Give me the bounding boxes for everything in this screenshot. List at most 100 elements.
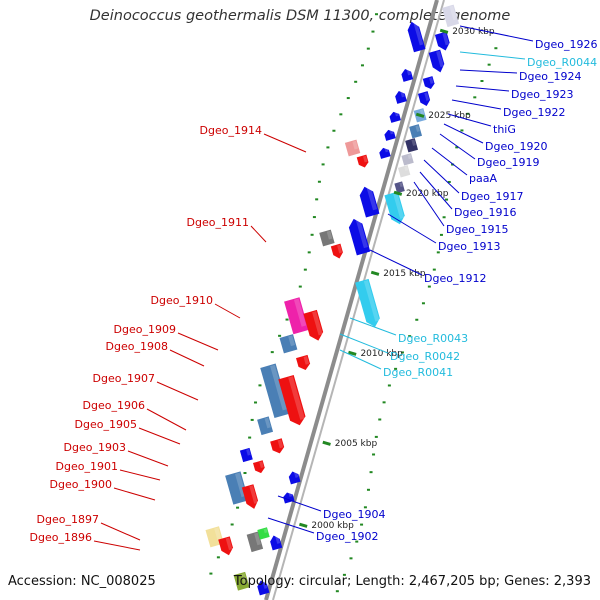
gc-dot-right bbox=[442, 216, 446, 219]
gene-label-right[interactable]: Dgeo_1919 bbox=[477, 156, 539, 169]
label-connector bbox=[459, 25, 534, 42]
gene-paaa[interactable] bbox=[397, 165, 411, 178]
gene-dgeo-1905[interactable] bbox=[257, 416, 274, 436]
gene-dgeo-1907[interactable] bbox=[260, 363, 290, 418]
gene-label-right[interactable]: Dgeo_R0043 bbox=[398, 332, 468, 345]
gc-dot-left bbox=[312, 216, 316, 219]
gene-l-8[interactable] bbox=[256, 579, 270, 596]
gene-dgeo-1926[interactable] bbox=[434, 31, 451, 53]
gene-label-right[interactable]: Dgeo_1923 bbox=[511, 88, 573, 101]
gene-l-9[interactable] bbox=[246, 531, 264, 553]
label-connector bbox=[113, 487, 156, 501]
gc-dot-right bbox=[427, 285, 431, 288]
gene-dgeo-1906[interactable] bbox=[278, 374, 307, 427]
gene-label-right[interactable]: Dgeo_1917 bbox=[461, 190, 523, 203]
gc-dot-right bbox=[349, 557, 353, 560]
gene-label-left[interactable]: Dgeo_1910 bbox=[151, 294, 213, 307]
gene-dgeo-1896[interactable] bbox=[218, 536, 234, 557]
gene-dgeo-1910b[interactable] bbox=[303, 309, 325, 343]
gene-dgeo-1916[interactable] bbox=[358, 185, 380, 218]
gene-thig[interactable] bbox=[409, 124, 423, 139]
gene-label-right[interactable]: thiG bbox=[493, 123, 516, 136]
gc-dot-left bbox=[374, 13, 378, 16]
gene-l-11[interactable] bbox=[233, 571, 250, 591]
gc-dot-right bbox=[436, 251, 440, 254]
gene-dgeo-1912[interactable] bbox=[347, 217, 371, 256]
gene-l-1[interactable] bbox=[406, 20, 426, 53]
gene-dgeo-1909[interactable] bbox=[279, 334, 298, 354]
gene-dgeo-r0043[interactable] bbox=[355, 278, 382, 329]
tick-mark bbox=[439, 28, 449, 34]
gene-dgeo-1904[interactable] bbox=[288, 470, 301, 485]
gene-l-7[interactable] bbox=[269, 534, 283, 551]
gene-dgeo-1924[interactable] bbox=[422, 76, 436, 90]
gene-l-10[interactable] bbox=[257, 527, 270, 540]
gene-dgeo-1910[interactable] bbox=[284, 297, 309, 335]
gc-dot-right bbox=[445, 198, 449, 201]
gene-dgeo-1914b[interactable] bbox=[356, 154, 370, 169]
gene-dgeo-1901b[interactable] bbox=[252, 460, 266, 474]
gene-dgeo-1911b[interactable] bbox=[330, 243, 344, 260]
topology-text: Topology: circular; Length: 2,467,205 bp… bbox=[233, 574, 591, 589]
gene-label-right[interactable]: Dgeo_1922 bbox=[503, 106, 565, 119]
gene-dgeo-1903[interactable] bbox=[270, 438, 285, 455]
gene-label-right[interactable]: Dgeo_R0044 bbox=[527, 56, 597, 69]
gene-dgeo-r0044[interactable] bbox=[428, 49, 447, 74]
gene-dgeo-1900b[interactable] bbox=[241, 484, 260, 510]
gene-label-left[interactable]: Dgeo_1903 bbox=[64, 441, 126, 454]
gene-dgeo-1920[interactable] bbox=[405, 138, 419, 153]
gene-l-4[interactable] bbox=[389, 111, 401, 123]
gc-dot-left bbox=[346, 97, 350, 100]
gene-label-left[interactable]: Dgeo_1911 bbox=[187, 216, 249, 229]
gene-label-left[interactable]: Dgeo_1897 bbox=[37, 513, 99, 526]
gene-dgeo-1923[interactable] bbox=[417, 91, 431, 107]
label-connector bbox=[250, 225, 267, 243]
gene-label-left[interactable]: Dgeo_1905 bbox=[75, 418, 137, 431]
gene-dgeo-1914[interactable] bbox=[344, 139, 361, 157]
gene-label-right[interactable]: Dgeo_1902 bbox=[316, 530, 378, 543]
gene-dgeo-1908[interactable] bbox=[296, 354, 311, 372]
gene-l-3[interactable] bbox=[394, 90, 407, 104]
gene-l-6[interactable] bbox=[378, 147, 391, 159]
gene-label-right[interactable]: Dgeo_1915 bbox=[446, 223, 508, 236]
gene-label-right[interactable]: Dgeo_R0041 bbox=[383, 366, 453, 379]
gene-label-right[interactable]: Dgeo_1916 bbox=[454, 206, 516, 219]
gene-label-left[interactable]: Dgeo_1900 bbox=[50, 478, 112, 491]
gene-label-left[interactable]: Dgeo_1914 bbox=[200, 124, 262, 137]
tick-label: 2000 kbp bbox=[311, 521, 354, 531]
gene-label-right[interactable]: Dgeo_1926 bbox=[535, 38, 597, 51]
gene-label-right[interactable]: Dgeo_1920 bbox=[485, 140, 547, 153]
gc-dot-right bbox=[369, 471, 373, 474]
label-connector bbox=[413, 181, 445, 227]
gene-label-right[interactable]: Dgeo_1904 bbox=[323, 508, 385, 521]
genome-backbone bbox=[264, 0, 445, 600]
gene-label-right[interactable]: Dgeo_1913 bbox=[438, 240, 500, 253]
gene-label-right[interactable]: Dgeo_1924 bbox=[519, 70, 581, 83]
gc-dot-left bbox=[317, 180, 321, 183]
gene-label-left[interactable]: Dgeo_1906 bbox=[83, 399, 145, 412]
gc-dot-right bbox=[455, 146, 459, 149]
gene-label-left[interactable]: Dgeo_1896 bbox=[30, 531, 92, 544]
gc-dot-right bbox=[421, 302, 425, 305]
gene-label-left[interactable]: Dgeo_1901 bbox=[56, 460, 118, 473]
gene-label-left[interactable]: Dgeo_1909 bbox=[114, 323, 176, 336]
gene-dgeo-1917[interactable] bbox=[394, 181, 405, 194]
gene-label-right[interactable]: Dgeo_R0042 bbox=[390, 350, 460, 363]
gc-dot-left bbox=[366, 47, 370, 50]
gene-label-left[interactable]: Dgeo_1908 bbox=[106, 340, 168, 353]
gene-label-right[interactable]: Dgeo_1912 bbox=[424, 272, 486, 285]
gene-label-left[interactable]: Dgeo_1907 bbox=[93, 372, 155, 385]
gene-dgeo-1913[interactable] bbox=[384, 191, 406, 227]
gc-dot-right bbox=[494, 47, 498, 50]
label-connector bbox=[447, 113, 492, 127]
gene-r-0[interactable] bbox=[442, 4, 460, 28]
gc-dot-left bbox=[321, 163, 325, 166]
gene-l-5[interactable] bbox=[383, 129, 396, 141]
gene-l-2[interactable] bbox=[400, 68, 414, 82]
gc-dot-right bbox=[378, 418, 382, 421]
gene-label-right[interactable]: paaA bbox=[469, 172, 497, 185]
gene-dgeo-1919[interactable] bbox=[401, 153, 414, 166]
gc-dot-right bbox=[447, 180, 451, 183]
gene-dgeo-1901[interactable] bbox=[239, 447, 253, 463]
gene-dgeo-1911[interactable] bbox=[319, 229, 335, 247]
